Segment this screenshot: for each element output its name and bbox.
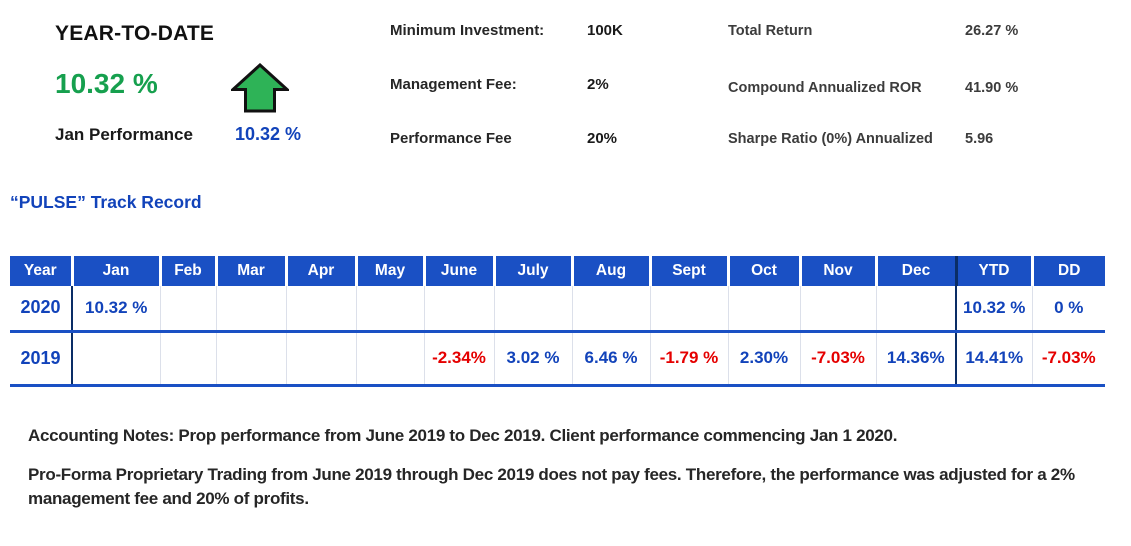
- term-value: 100K: [587, 22, 623, 39]
- term-label: Performance Fee: [390, 130, 512, 147]
- year-cell: 2019: [20, 347, 61, 368]
- table-row-2019: 2019 -2.34% 3.02 % 6.46 % -1.79 % 2.30% -7.03%…: [10, 331, 1105, 385]
- jan-performance-label: Jan Performance: [55, 125, 193, 144]
- value-cell: [875, 286, 956, 331]
- term-management-fee: Management Fee: 2%: [390, 76, 609, 93]
- column-header-july: July: [492, 256, 572, 286]
- value-cell: 2.30%: [727, 331, 800, 385]
- stat-value: 41.90 %: [965, 80, 1019, 96]
- value-cell: [285, 331, 356, 385]
- column-header-mar: Mar: [214, 256, 286, 286]
- stat-sharpe-ratio: Sharpe Ratio (0%) Annualized 5.96: [728, 131, 993, 147]
- stat-label: Compound Annualized ROR: [728, 80, 922, 96]
- jan-performance-row: Jan Performance 10.32 %: [55, 124, 301, 145]
- value-cell: 3.02 %: [493, 331, 572, 385]
- value-cell: 14.41%: [955, 331, 1032, 385]
- column-header-ytd: YTD: [954, 256, 1032, 286]
- note-paragraph: Pro-Forma Proprietary Trading from June …: [28, 464, 1075, 509]
- value-cell: 6.46 %: [571, 331, 650, 385]
- term-label: Management Fee:: [390, 76, 517, 93]
- value-cell: [799, 286, 876, 331]
- value-cell: [71, 331, 160, 385]
- jan-performance-value: 10.32 %: [235, 124, 302, 144]
- stat-value: 5.96: [965, 131, 994, 147]
- stat-value: 26.27 %: [965, 23, 1019, 39]
- stat-total-return: Total Return 26.27 %: [728, 23, 1018, 39]
- value-cell: [285, 286, 356, 331]
- ytd-value: 10.32 %: [55, 68, 158, 99]
- value-cell: -7.03%: [799, 331, 876, 385]
- accounting-notes: Accounting Notes: Prop performance from …: [28, 424, 1098, 526]
- value-cell: [571, 286, 650, 331]
- value-cell: 10.32 %: [955, 286, 1032, 331]
- value-cell: 10.32 %: [71, 286, 160, 331]
- track-record-title: “PULSE” Track Record: [10, 192, 202, 212]
- year-cell: 2020: [20, 297, 61, 318]
- value-cell: [493, 286, 572, 331]
- value-cell: [215, 331, 286, 385]
- column-header-june: June: [422, 256, 494, 286]
- table-row-2020: 2020 10.32 % 10.32 % 0 %: [10, 286, 1105, 331]
- ytd-title: YEAR-TO-DATE: [55, 22, 215, 45]
- value-cell: 0 %: [1031, 286, 1105, 331]
- value-cell: [215, 286, 286, 331]
- column-header-year: Year: [10, 256, 72, 286]
- column-header-sept: Sept: [648, 256, 728, 286]
- column-header-jan: Jan: [70, 256, 160, 286]
- stat-compound-annualized-ror: Compound Annualized ROR 41.90 %: [728, 80, 1018, 96]
- term-value: 20%: [587, 130, 618, 147]
- stat-label: Sharpe Ratio (0%) Annualized: [728, 131, 933, 147]
- column-header-feb: Feb: [158, 256, 216, 286]
- term-minimum-investment: Minimum Investment: 100K: [390, 22, 623, 39]
- table-header-row: Year Jan Feb Mar Apr May June July Aug Sept Oct Nov…: [10, 256, 1105, 286]
- note-paragraph: Accounting Notes: Prop performance from …: [28, 426, 898, 445]
- term-label: Minimum Investment:: [390, 22, 545, 39]
- term-value: 2%: [587, 76, 609, 93]
- column-header-apr: Apr: [284, 256, 356, 286]
- value-cell: [159, 331, 216, 385]
- column-header-may: May: [354, 256, 424, 286]
- column-header-dec: Dec: [874, 256, 956, 286]
- term-performance-fee: Performance Fee 20%: [390, 130, 617, 147]
- stat-label: Total Return: [728, 23, 813, 39]
- value-cell: [423, 286, 494, 331]
- column-header-nov: Nov: [798, 256, 876, 286]
- value-cell: -1.79 %: [649, 331, 728, 385]
- column-header-oct: Oct: [726, 256, 800, 286]
- value-cell: [355, 331, 424, 385]
- column-header-dd: DD: [1030, 256, 1105, 286]
- column-header-aug: Aug: [570, 256, 650, 286]
- value-cell: -2.34%: [423, 331, 494, 385]
- value-cell: [159, 286, 216, 331]
- value-cell: [649, 286, 728, 331]
- value-cell: 14.36%: [875, 331, 956, 385]
- up-arrow-icon: [229, 62, 291, 118]
- value-cell: -7.03%: [1031, 331, 1105, 385]
- value-cell: [727, 286, 800, 331]
- track-record-table: Year Jan Feb Mar Apr May June July Aug Sept Oct Nov…: [10, 256, 1105, 387]
- value-cell: [355, 286, 424, 331]
